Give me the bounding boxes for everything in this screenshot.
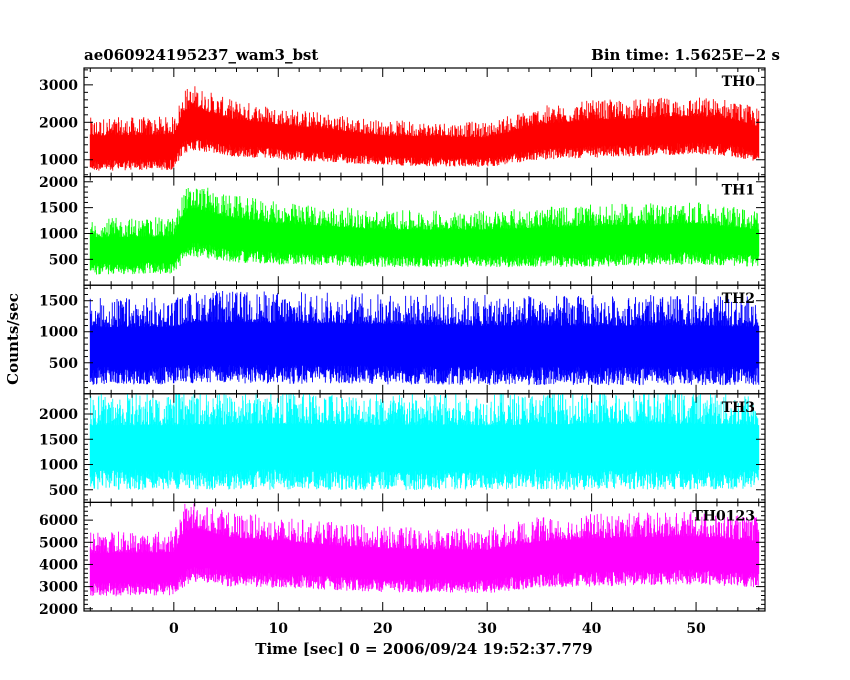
y-tick-label: 500	[49, 252, 78, 268]
y-tick-label: 1000	[39, 325, 78, 341]
series-th0-line	[89, 86, 760, 171]
y-tick-label: 1000	[39, 153, 78, 169]
y-tick-label: 5000	[39, 535, 78, 551]
y-tick-label: 6000	[39, 513, 78, 529]
y-tick-label: 1000	[39, 226, 78, 242]
y-tick-label: 1000	[39, 458, 78, 474]
y-tick-label: 2000	[39, 175, 78, 191]
x-tick-label: 0	[169, 621, 179, 637]
series-th0123-line	[89, 503, 760, 597]
panel-label-th0: TH0	[722, 74, 756, 90]
y-tick-label: 1500	[39, 201, 78, 217]
y-tick-label: 3000	[39, 580, 78, 596]
y-tick-label: 500	[49, 356, 78, 372]
y-tick-label: 1500	[39, 294, 78, 310]
y-tick-label: 4000	[39, 557, 78, 573]
x-axis-label: Time [sec] 0 = 2006/09/24 19:52:37.779	[255, 640, 592, 658]
y-tick-label: 2000	[39, 407, 78, 423]
bin-time-label: Bin time: 1.5625E−2 s	[591, 46, 780, 64]
y-axis-label: Counts/sec	[4, 293, 22, 385]
x-tick-label: 50	[686, 621, 706, 637]
y-tick-label: 500	[49, 483, 78, 499]
y-tick-label: 1500	[39, 432, 78, 448]
series-th1-line	[89, 187, 760, 275]
x-tick-label: 20	[373, 621, 393, 637]
panel-label-th1: TH1	[722, 183, 755, 199]
figure-title: ae060924195237_wam3_bst	[84, 46, 318, 64]
x-tick-label: 40	[582, 621, 602, 637]
series-th2-line	[89, 291, 760, 386]
panel-label-th0123: TH0123	[692, 508, 755, 524]
x-tick-label: 30	[477, 621, 497, 637]
series-th3-line	[89, 393, 760, 491]
panel-label-th3: TH3	[722, 400, 755, 416]
y-tick-label: 2000	[39, 602, 78, 618]
x-tick-label: 10	[269, 621, 289, 637]
y-tick-label: 3000	[39, 78, 78, 94]
y-tick-label: 2000	[39, 115, 78, 131]
panel-label-th2: TH2	[722, 291, 755, 307]
